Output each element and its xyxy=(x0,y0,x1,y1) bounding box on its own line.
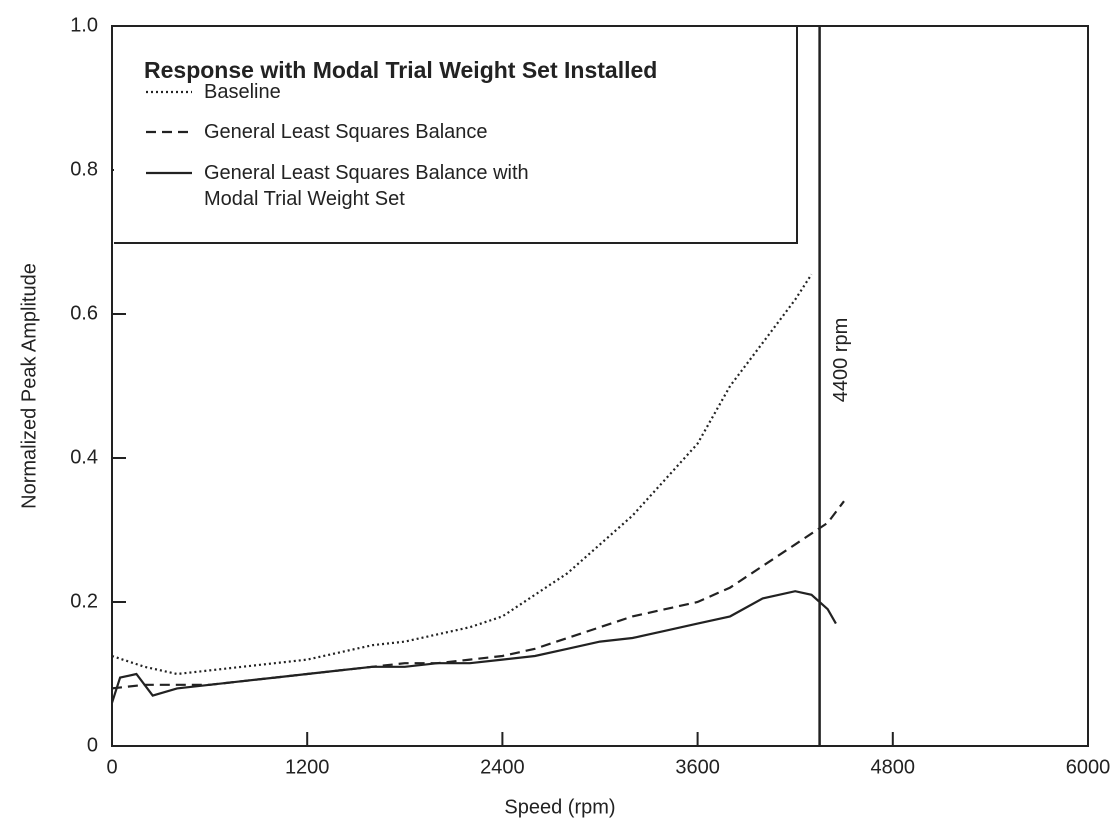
x-tick-label: 3600 xyxy=(675,756,720,778)
x-tick-label: 4800 xyxy=(871,756,916,778)
legend-swatch xyxy=(146,90,192,94)
x-tick-label: 6000 xyxy=(1066,756,1111,778)
y-tick-label: 0.2 xyxy=(70,590,98,612)
x-tick-label: 1200 xyxy=(285,756,330,778)
y-axis-label: Normalized Peak Amplitude xyxy=(18,263,40,509)
legend: Response with Modal Trial Weight Set Ins… xyxy=(114,27,798,244)
legend-title: Response with Modal Trial Weight Set Ins… xyxy=(144,57,658,83)
legend-swatch xyxy=(146,130,192,134)
legend-entry: General Least Squares Balance xyxy=(144,119,584,145)
legend-swatch xyxy=(146,171,192,175)
legend-label: General Least Squares Balance with Modal… xyxy=(204,162,529,210)
x-tick-label: 2400 xyxy=(480,756,525,778)
annotation: 4400 rpm xyxy=(830,318,852,403)
legend-entry: Baseline xyxy=(144,79,584,105)
series-line xyxy=(111,500,845,690)
legend-label: Baseline xyxy=(204,81,281,103)
legend-entry: General Least Squares Balance with Modal… xyxy=(144,160,584,212)
series-line xyxy=(110,590,837,704)
plot-frame xyxy=(111,25,1089,747)
x-axis-label: Speed (rpm) xyxy=(504,796,615,818)
series-line xyxy=(111,273,813,676)
y-tick-label: 0 xyxy=(87,734,98,756)
y-tick-label: 0.8 xyxy=(70,158,98,180)
y-tick-label: 0.4 xyxy=(70,446,98,468)
y-tick-label: 0.6 xyxy=(70,302,98,324)
y-tick-label: 1.0 xyxy=(70,14,98,36)
legend-label: General Least Squares Balance xyxy=(204,121,488,143)
x-tick-label: 0 xyxy=(106,756,117,778)
